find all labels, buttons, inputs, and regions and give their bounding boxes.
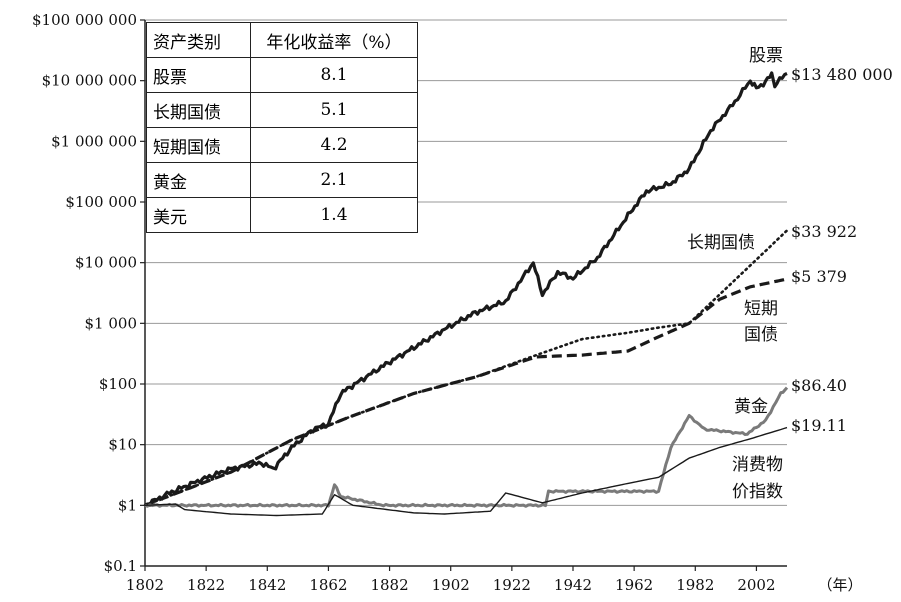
- x-unit-label: （年）: [817, 576, 862, 594]
- series-end-label: $86.40: [791, 376, 847, 395]
- table-cell-asset: 美元: [146, 197, 251, 233]
- series-annotation-line: 消费物: [732, 455, 783, 475]
- x-tick-label: 1962: [615, 576, 653, 594]
- series-layer: [143, 71, 789, 517]
- series-end-label: $19.11: [791, 416, 847, 435]
- y-tick-label: $10 000 000: [42, 72, 137, 90]
- x-tick-label: 1882: [370, 576, 408, 594]
- x-tick-label: 1902: [432, 576, 470, 594]
- series-line-4: [144, 426, 788, 517]
- x-tick-label: 1942: [554, 576, 592, 594]
- y-tick-label: $0.1: [104, 557, 137, 575]
- table-cell-asset: 股票: [146, 57, 251, 93]
- table-row: 股票 8.1: [146, 57, 418, 93]
- y-tick-label: $100: [99, 375, 137, 393]
- series-end-label: $33 922: [791, 222, 857, 241]
- series-annotation: 黄金: [734, 397, 768, 417]
- y-tick-label: $100 000: [65, 193, 137, 211]
- x-tick-label: 1862: [309, 576, 347, 594]
- x-tick-label: 2002: [737, 576, 775, 594]
- table-row: 长期国债 5.1: [146, 92, 418, 128]
- table-header-return: 年化收益率（%）: [250, 22, 418, 58]
- table-cell-return: 8.1: [250, 57, 418, 93]
- series-line-0: [144, 71, 788, 507]
- series-annotation: 长期国债: [687, 233, 755, 253]
- series-annotation-line: 价指数: [732, 482, 783, 502]
- table-cell-return: 5.1: [250, 92, 418, 128]
- table-cell-asset: 长期国债: [146, 92, 251, 128]
- table-cell-return: 4.2: [250, 127, 418, 163]
- x-tick-label: 1922: [493, 576, 531, 594]
- series-annotation: 股票: [749, 46, 783, 66]
- table-cell-return: 2.1: [250, 162, 418, 198]
- table-cell-asset: 黄金: [146, 162, 251, 198]
- x-tick-label: 1822: [187, 576, 225, 594]
- series-line-3: [144, 386, 789, 508]
- y-tick-label: $1: [118, 496, 137, 514]
- table-cell-return: 1.4: [250, 197, 418, 233]
- series-annotation-line: 国债: [744, 325, 778, 345]
- x-tick-label: 1982: [676, 576, 714, 594]
- table-cell-asset: 短期国债: [146, 127, 251, 163]
- y-tick-label: $1 000: [85, 314, 138, 332]
- table-row: 短期国债 4.2: [146, 127, 418, 163]
- series-line-2: [144, 277, 788, 507]
- y-tick-label: $1 000 000: [51, 132, 137, 150]
- labels-layer: $13 480 000 $33 922 $5 379 $86.40 $19.11 股票长期…: [687, 46, 893, 502]
- series-end-label: $5 379: [791, 267, 847, 286]
- series-annotation-line: 短期: [744, 299, 778, 319]
- return-table: 资产类别 年化收益率（%） 股票 8.1 长期国债 5.1 短期国债 4.2 黄…: [146, 22, 418, 233]
- table-row: 美元 1.4: [146, 197, 418, 233]
- y-tick-label: $100 000 000: [32, 11, 137, 29]
- table-row: 黄金 2.1: [146, 162, 418, 198]
- series-end-label: $13 480 000: [791, 65, 893, 84]
- x-tick-label: 1842: [248, 576, 286, 594]
- y-tick-label: $10 000: [75, 254, 137, 272]
- table-header-asset: 资产类别: [146, 22, 251, 58]
- y-axis-ticks: $100 000 000 $10 000 000 $1 000 000 $100 00…: [32, 11, 145, 575]
- table-header-row: 资产类别 年化收益率（%）: [146, 22, 418, 58]
- y-tick-label: $10: [108, 436, 137, 454]
- x-tick-label: 1802: [126, 576, 164, 594]
- x-axis-ticks: 1802 1822 1842 1862 1882 1902 1922 1942 1962 1982…: [126, 566, 776, 594]
